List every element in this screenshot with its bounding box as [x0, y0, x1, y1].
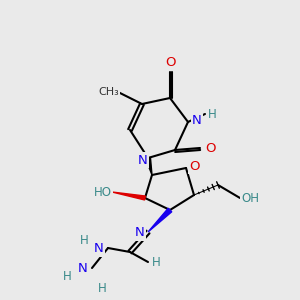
Text: OH: OH — [241, 193, 259, 206]
Text: H: H — [63, 271, 71, 284]
Text: H: H — [152, 256, 160, 268]
Text: HO: HO — [94, 187, 112, 200]
Text: CH₃: CH₃ — [99, 87, 119, 97]
Text: N: N — [135, 226, 145, 239]
Text: O: O — [189, 160, 199, 172]
Text: H: H — [208, 107, 216, 121]
Polygon shape — [148, 208, 172, 232]
Text: O: O — [165, 56, 175, 68]
Text: O: O — [205, 142, 215, 154]
Text: H: H — [98, 281, 106, 295]
Polygon shape — [146, 158, 152, 175]
Text: H: H — [80, 235, 88, 248]
Text: N: N — [94, 242, 104, 256]
Text: N: N — [138, 154, 148, 166]
Polygon shape — [112, 192, 146, 200]
Text: N: N — [192, 113, 202, 127]
Text: N: N — [78, 262, 88, 275]
